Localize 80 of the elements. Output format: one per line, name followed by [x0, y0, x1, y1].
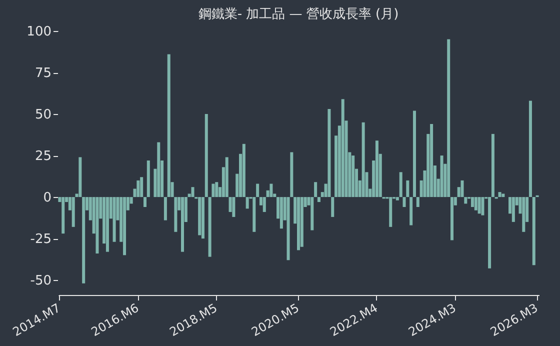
bar: [256, 184, 260, 198]
bar: [136, 180, 140, 198]
bar: [174, 197, 178, 232]
bar: [140, 177, 144, 198]
bar: [78, 157, 82, 198]
bar: [488, 197, 492, 268]
chart-title: 鋼鐵業- 加工品 — 營收成長率 (月): [198, 6, 399, 22]
bar: [198, 197, 202, 236]
bar: [470, 197, 474, 207]
bar: [474, 197, 478, 210]
bar: [72, 197, 75, 227]
y-tick-label: 0: [43, 190, 52, 206]
bar: [375, 140, 378, 198]
bar: [262, 197, 266, 212]
bar: [522, 197, 526, 232]
bar: [410, 197, 413, 226]
bar: [212, 184, 215, 198]
bar: [143, 197, 146, 207]
bar: [416, 197, 420, 207]
bar: [201, 197, 204, 239]
bar: [440, 156, 444, 198]
y-tick-label: 100: [26, 24, 52, 40]
bar: [528, 100, 532, 198]
bar: [362, 122, 365, 198]
bar: [167, 54, 170, 198]
bar: [331, 197, 334, 217]
y-tick-label: -25: [30, 232, 52, 248]
bar: [123, 197, 126, 256]
bar: [412, 110, 416, 198]
y-tick-label: 25: [34, 149, 52, 164]
bar: [389, 197, 392, 227]
bar: [232, 197, 236, 217]
bar: [478, 197, 481, 214]
bar: [270, 184, 273, 198]
bar: [106, 197, 109, 252]
bar: [280, 197, 283, 229]
bar: [396, 197, 399, 200]
bar: [112, 197, 116, 242]
bar: [498, 192, 502, 198]
bar: [290, 152, 294, 198]
bar: [314, 182, 318, 198]
bar: [208, 197, 212, 257]
bar: [82, 197, 86, 284]
bar: [450, 197, 454, 240]
bar: [252, 197, 256, 232]
bar: [181, 197, 184, 252]
bar: [317, 197, 320, 202]
bar: [430, 124, 434, 198]
bar: [532, 197, 536, 266]
bar: [146, 160, 150, 198]
bar: [246, 197, 249, 209]
y-tick-label: -50: [30, 274, 52, 289]
bar: [191, 187, 194, 198]
bar: [481, 197, 484, 216]
bar: [286, 197, 290, 260]
bar: [464, 197, 468, 204]
bar: [460, 180, 464, 198]
bar: [62, 197, 65, 234]
bar: [352, 156, 355, 198]
y-tick-label: 50: [34, 108, 52, 123]
bar: [406, 180, 410, 198]
bar: [402, 197, 406, 207]
bar: [491, 134, 494, 198]
bar: [96, 197, 99, 254]
bar: [502, 194, 505, 198]
bar: [300, 197, 304, 247]
bar: [328, 109, 331, 198]
bar: [157, 142, 160, 198]
bar: [399, 172, 402, 198]
bar: [310, 197, 314, 230]
bar: [225, 157, 228, 198]
bar: [297, 197, 300, 250]
bar: [242, 144, 246, 198]
y-tick-label: 75: [34, 66, 52, 82]
bar: [341, 99, 344, 198]
bar: [215, 182, 218, 198]
bar: [512, 197, 515, 222]
bar: [447, 39, 450, 198]
bar: [204, 114, 208, 198]
bar: [164, 197, 167, 220]
